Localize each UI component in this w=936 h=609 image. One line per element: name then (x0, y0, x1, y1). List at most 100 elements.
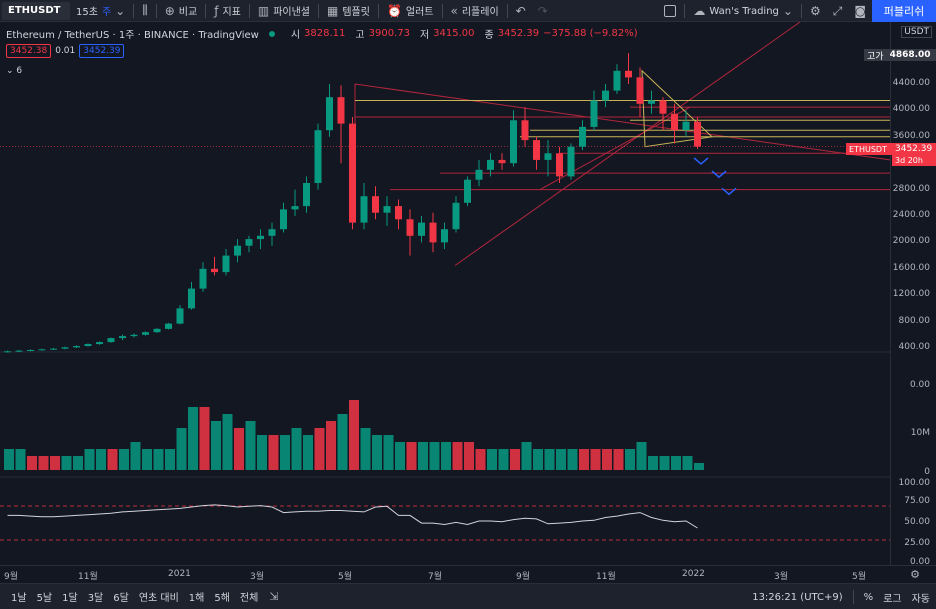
volume-bar (464, 442, 474, 470)
close-label: 종 (484, 30, 494, 41)
range-button[interactable]: 1해 (188, 593, 205, 604)
undo-button[interactable]: ↶ (510, 0, 532, 22)
candle-body (142, 332, 149, 335)
volume-bar (61, 456, 72, 470)
price-tick-label: 4000.00 (892, 104, 930, 115)
volume-bar (234, 428, 244, 470)
time-tick-label: 2021 (168, 569, 191, 579)
rsi-tick-label: 25.00 (904, 538, 930, 548)
chart-type-button[interactable]: ⫼ (136, 0, 154, 22)
volume-bar (176, 428, 187, 470)
goto-date-icon[interactable]: ⇲ (269, 590, 279, 603)
volume-bar (291, 428, 302, 470)
gear-icon: ⚙ (809, 4, 821, 18)
volume-bar (268, 435, 279, 470)
price-tick-label: 400.00 (898, 342, 931, 352)
percent-toggle[interactable]: % (863, 591, 874, 603)
candle-body (188, 288, 195, 309)
chevron-down-icon: ⌄ (115, 3, 126, 18)
snapshot-button[interactable]: ◙ (848, 0, 872, 22)
range-button[interactable]: 6달 (113, 593, 129, 604)
volume-bar (314, 428, 325, 470)
fullscreen-button[interactable]: ⤢ (827, 0, 849, 22)
volume-bar (579, 449, 589, 470)
candle-body (682, 121, 690, 131)
financials-button[interactable]: ▥ 파이낸셜 (252, 0, 316, 22)
layout-checkbox[interactable] (658, 0, 682, 22)
candle-body (211, 268, 218, 273)
interval-button[interactable]: 15초 주 ⌄ (70, 0, 131, 22)
time-axis[interactable]: 9월 11월 2021 3월 5월 7월 9월 11월 2022 3월 5월 ⚙ (0, 565, 936, 583)
range-button[interactable]: 5날 (36, 593, 53, 604)
volume-bar (452, 442, 463, 470)
candle-body (280, 209, 287, 230)
indicator-toggle[interactable]: ⌄ 6 (6, 66, 22, 76)
financials-label: 파이낸셜 (273, 7, 310, 18)
interval-selected: 주 (101, 7, 112, 18)
price-tick-label: 1600.00 (892, 262, 930, 273)
volume-bar (4, 449, 14, 470)
replay-button[interactable]: «리플레이 (445, 0, 505, 22)
time-tick-label: 11월 (596, 572, 616, 582)
volume-bar (372, 435, 382, 470)
settings-button[interactable]: ⚙ (804, 0, 827, 22)
volume-bar (613, 449, 624, 470)
symbol-title[interactable]: Ethereum / TetherUS · 1주 · BINANCE · Tra… (6, 30, 259, 41)
templates-button[interactable]: ▦ 템플릿 (321, 0, 376, 22)
range-button[interactable]: 3달 (87, 593, 104, 604)
log-toggle[interactable]: 로그 (883, 593, 902, 605)
candle-body (659, 100, 667, 114)
interval-label: 15초 (76, 7, 98, 18)
alert-button[interactable]: ⏰ 얼러트 (381, 0, 440, 22)
symbol-search[interactable]: ETHUSDT (2, 1, 70, 20)
range-button[interactable]: 전체 (239, 593, 259, 604)
candle-body (4, 351, 11, 353)
volume-bar (360, 428, 371, 470)
candle-body (222, 255, 230, 273)
fx-icon: ƒ (214, 3, 219, 18)
volume-bar (441, 442, 451, 470)
indicators-button[interactable]: ƒ 지표 (208, 0, 247, 22)
candle-body (360, 196, 368, 223)
volume-bar (383, 435, 394, 470)
time-tick-label: 2022 (682, 569, 705, 579)
price-tick-label: 800.00 (898, 315, 931, 326)
volume-bar (590, 449, 601, 470)
camera-icon: ◙ (854, 4, 866, 18)
range-button[interactable]: 5해 (214, 593, 230, 604)
candle-body (625, 70, 632, 78)
candle-body (590, 100, 598, 127)
bid-box[interactable]: 3452.38 (6, 44, 52, 58)
compare-button[interactable]: ⊕ 비교 (159, 0, 203, 22)
chart-canvas[interactable] (0, 21, 891, 565)
redo-button[interactable]: ↷ (532, 0, 554, 22)
clock[interactable]: 13:26:21 (UTC+9) (752, 591, 843, 603)
symbol-label: ETHUSDT (8, 5, 61, 16)
range-button[interactable]: 연초 대비 (138, 593, 179, 604)
ask-box[interactable]: 3452.39 (79, 44, 125, 58)
last-price-tag: 3452.39 (892, 143, 936, 155)
chart-pane[interactable] (0, 21, 891, 565)
candle-body (268, 229, 276, 236)
candle-body (199, 268, 207, 289)
axis-settings-icon[interactable]: ⚙ (910, 568, 920, 581)
volume-bar (15, 449, 26, 470)
volume-bar (510, 449, 520, 470)
auto-toggle[interactable]: 자동 (911, 593, 930, 605)
layout-button[interactable]: ☁ Wan's Trading ⌄ (687, 0, 799, 22)
price-axis[interactable]: USDT 4400.004000.003600.003200.002800.00… (890, 22, 936, 567)
volume-bar (406, 442, 417, 470)
redo-icon: ↷ (537, 3, 548, 18)
candle-body (349, 123, 356, 223)
volume-bar (659, 456, 670, 470)
fullscreen-icon: ⤢ (832, 3, 843, 18)
high-value: 3900.73 (368, 28, 410, 39)
volume-bar (130, 442, 141, 470)
range-button[interactable]: 1달 (62, 593, 78, 604)
currency-label[interactable]: USDT (901, 26, 932, 38)
volume-bar (27, 456, 37, 470)
volume-bar (119, 449, 129, 470)
candle-body (521, 120, 529, 141)
range-button[interactable]: 1날 (11, 593, 27, 604)
publish-button[interactable]: 퍼블리쉬 (872, 0, 936, 22)
